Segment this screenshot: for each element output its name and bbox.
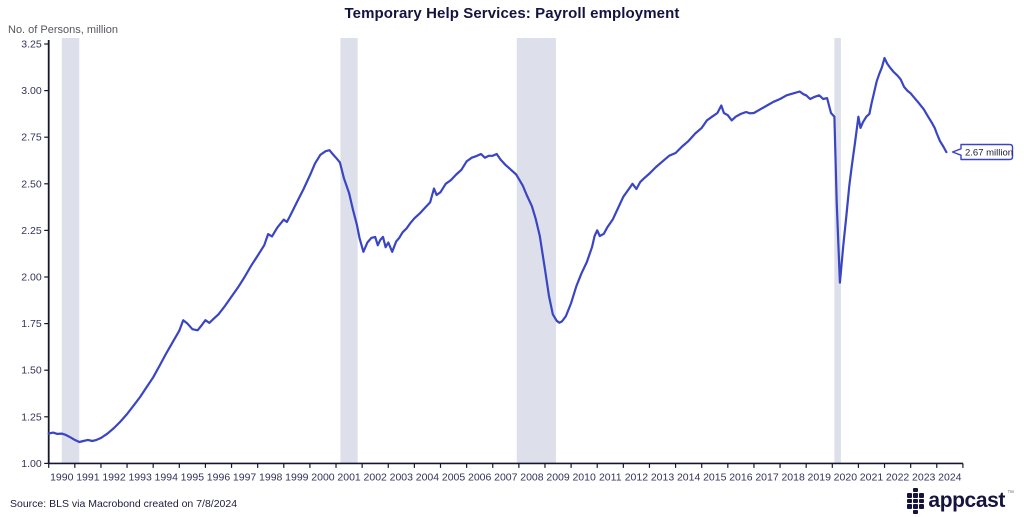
x-tick-label: 2020 [834, 471, 858, 483]
y-tick-label: 2.00 [21, 272, 42, 284]
x-tick-label: 2005 [442, 471, 466, 483]
x-tick-label: 2021 [860, 471, 884, 483]
x-tick-label: 2017 [755, 471, 779, 483]
callout-label: 2.67 million [965, 148, 1013, 159]
x-tick-label: 2022 [886, 471, 910, 483]
appcast-grid-icon [906, 487, 925, 514]
y-tick-label: 2.75 [21, 132, 42, 144]
x-tick-label: 2010 [572, 471, 596, 483]
brand-icon-cell [919, 510, 924, 514]
y-tick-label: 1.00 [21, 458, 42, 470]
callout-bubble: 2.67 million [952, 143, 1014, 161]
brand-icon-cell [919, 493, 925, 498]
x-tick-label: 1997 [233, 471, 257, 483]
brand-icon-cell [906, 504, 912, 509]
brand-icon-cell [919, 498, 925, 504]
brand-icon-cell [906, 498, 912, 504]
x-tick-label: 1990 [50, 471, 74, 483]
trademark-mark: ™ [1007, 489, 1014, 497]
source-note: Source: BLS via Macrobond created on 7/8… [10, 498, 238, 510]
x-tick-label: 2002 [364, 471, 388, 483]
callout-pointer-box [952, 143, 1014, 161]
y-tick-label: 1.50 [21, 365, 42, 377]
x-tick-label: 1991 [76, 471, 100, 483]
x-tick-label: 2024 [938, 471, 962, 483]
brand-icon-cell [913, 487, 919, 493]
y-tick-label: 1.75 [21, 318, 42, 330]
x-tick-label: 2009 [546, 471, 570, 483]
brand-icon-cell [913, 509, 919, 514]
x-tick-label: 1996 [207, 471, 231, 483]
brand-name: appcast [928, 489, 1005, 513]
x-tick-label: 2012 [625, 471, 649, 483]
x-tick-label: 1993 [128, 471, 152, 483]
brand-logo: appcast ™ [906, 487, 1014, 514]
y-axis-unit-label: No. of Persons, million [8, 24, 119, 36]
x-tick-label: 2019 [808, 471, 832, 483]
x-tick-label: 2018 [781, 471, 805, 483]
brand-icon-cell [906, 493, 912, 498]
payroll-employment-line [47, 56, 948, 444]
x-tick-label: 2004 [416, 471, 440, 483]
x-tick-label: 2011 [599, 471, 622, 483]
last-value-callout: 2.67 million [948, 141, 1018, 163]
x-tick-label: 1999 [285, 471, 309, 483]
x-tick-label: 2006 [468, 471, 492, 483]
recession-band [61, 38, 80, 464]
x-tick-label: 1995 [181, 471, 205, 483]
x-tick-label: 2007 [494, 471, 518, 483]
x-tick-label: 1994 [155, 471, 179, 483]
x-tick-label: 2013 [651, 471, 675, 483]
x-tick-label: 2015 [703, 471, 727, 483]
brand-icon-cell [913, 498, 919, 504]
x-tick-label: 2014 [677, 471, 701, 483]
y-tick-label: 3.25 [21, 39, 42, 51]
x-tick-label: 2001 [337, 471, 361, 483]
y-tick-label: 3.00 [21, 85, 42, 97]
x-tick-label: 2008 [520, 471, 544, 483]
x-tick-label: 1992 [102, 471, 126, 483]
recession-band [340, 38, 358, 464]
brand-icon-cell [913, 493, 919, 498]
x-tick-label: 1998 [259, 471, 283, 483]
x-tick-label: 2023 [912, 471, 936, 483]
brand-icon-cell [919, 504, 925, 509]
recession-band [516, 38, 556, 464]
x-tick-label: 2000 [311, 471, 335, 483]
brand-icon-cell [907, 488, 912, 492]
x-tick-label: 2003 [390, 471, 414, 483]
brand-icon-cell [919, 488, 924, 492]
y-tick-label: 2.50 [21, 178, 42, 190]
chart-title: Temporary Help Services: Payroll employm… [344, 5, 680, 22]
x-tick-label: 2016 [729, 471, 753, 483]
y-tick-label: 1.25 [21, 411, 42, 423]
y-tick-label: 2.25 [21, 225, 42, 237]
brand-icon-cell [907, 510, 912, 514]
brand-icon-cell [913, 504, 919, 509]
